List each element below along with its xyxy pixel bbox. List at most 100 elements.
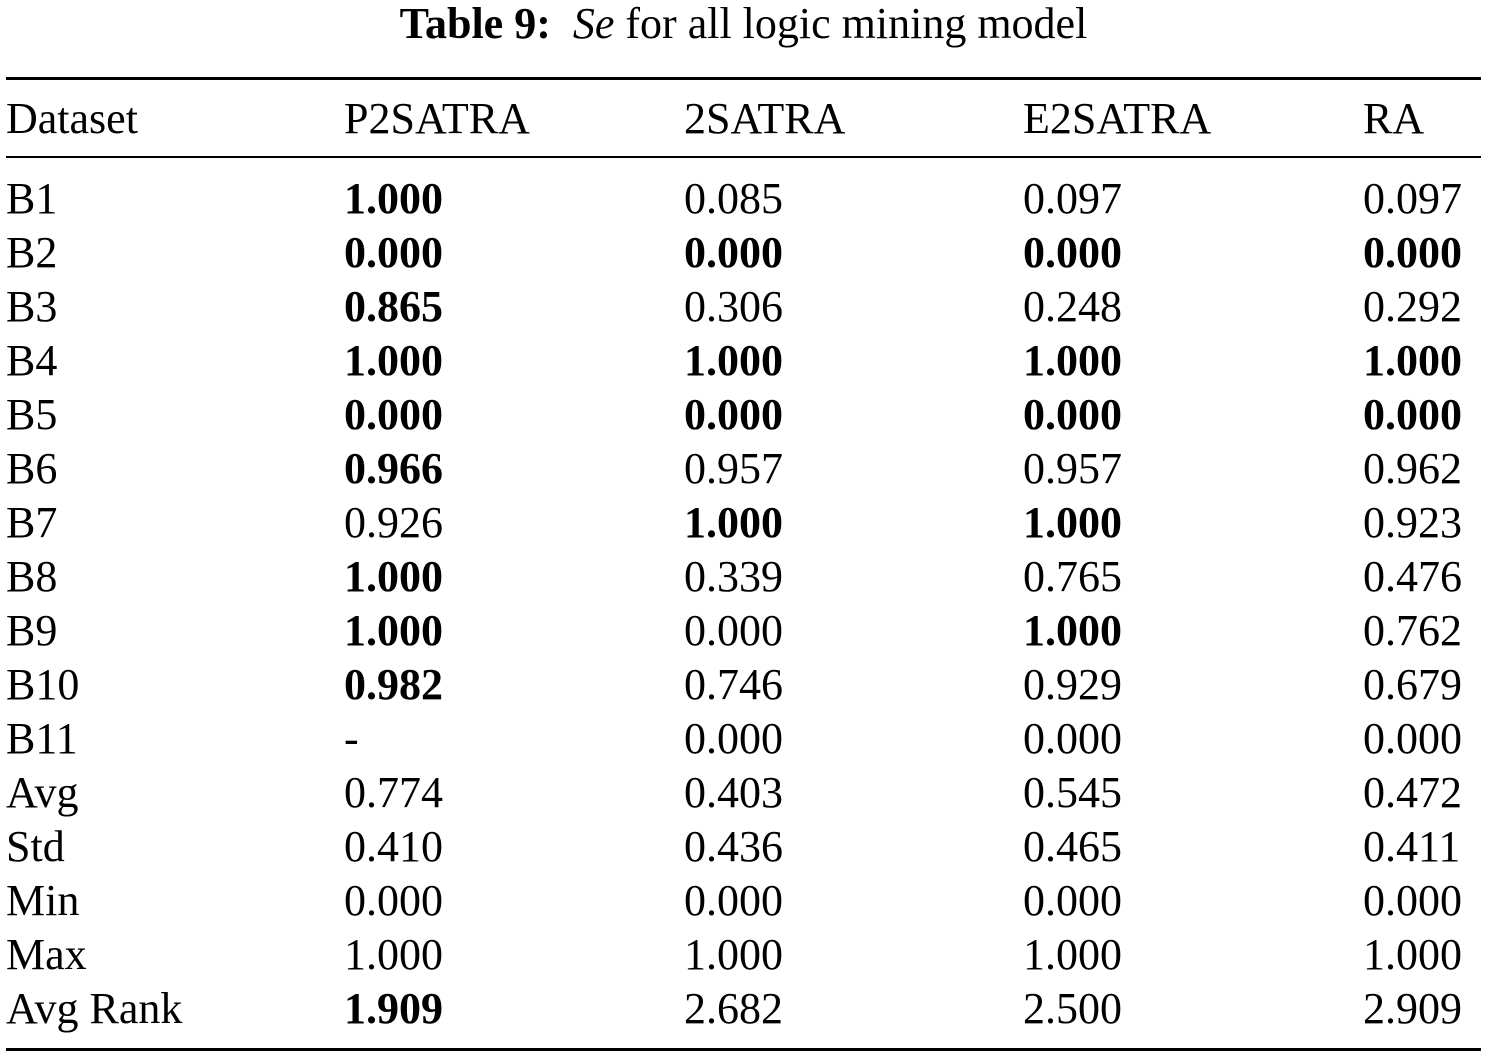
table-cell: 0.248 [1023, 282, 1122, 331]
row-label: B4 [6, 336, 58, 385]
table-cell: 0.957 [684, 444, 783, 493]
row-label: B1 [6, 174, 58, 223]
table-cell: 0.000 [344, 876, 443, 925]
table-row: B1 1.000 0.085 0.097 0.097 [6, 172, 1481, 226]
table-cell: 0.957 [1023, 444, 1122, 493]
table-cell: 0.774 [344, 768, 443, 817]
table-row: B5 0.000 0.000 0.000 0.000 [6, 388, 1481, 442]
caption-text: for all logic mining model [625, 0, 1088, 48]
table-cell: 1.000 [684, 930, 783, 979]
bottom-rule [6, 1048, 1481, 1051]
table-cell: 1.000 [1023, 336, 1122, 385]
table-row: Avg Rank 1.909 2.682 2.500 2.909 [6, 982, 1481, 1036]
table-cell: 0.762 [1363, 606, 1462, 655]
table-row: B8 1.000 0.339 0.765 0.476 [6, 550, 1481, 604]
table-cell: 0.929 [1023, 660, 1122, 709]
table-cell: 0.000 [684, 390, 783, 439]
table-cell: 0.097 [1023, 174, 1122, 223]
row-label: Avg [6, 768, 79, 817]
table-cell: 1.000 [344, 174, 443, 223]
row-label: Std [6, 822, 65, 871]
table-row: B10 0.982 0.746 0.929 0.679 [6, 658, 1481, 712]
table-caption: Table 9: Se for all logic mining model [0, 0, 1487, 52]
row-label: B8 [6, 552, 58, 601]
table-cell: 1.000 [344, 336, 443, 385]
table-cell: 0.000 [1023, 876, 1122, 925]
row-label: Min [6, 876, 80, 925]
table-cell: 0.966 [344, 444, 443, 493]
table-row: Max 1.000 1.000 1.000 1.000 [6, 928, 1481, 982]
table-row: B3 0.865 0.306 0.248 0.292 [6, 280, 1481, 334]
table-cell: 2.682 [684, 984, 783, 1033]
table-cell: 1.000 [344, 552, 443, 601]
table-cell: 1.000 [1023, 606, 1122, 655]
row-label: B9 [6, 606, 58, 655]
table-cell: 1.000 [1363, 930, 1462, 979]
header-e2satra: E2SATRA [1023, 93, 1212, 143]
table-cell: 2.909 [1363, 984, 1462, 1033]
table-cell: 0.000 [684, 714, 783, 763]
table-cell: 0.000 [344, 228, 443, 277]
table-cell: 0.411 [1363, 822, 1461, 871]
row-label: Max [6, 930, 87, 979]
table-row: Std 0.410 0.436 0.465 0.411 [6, 820, 1481, 874]
table-cell: 1.000 [684, 498, 783, 547]
table-row: B2 0.000 0.000 0.000 0.000 [6, 226, 1481, 280]
table-cell: 1.000 [684, 336, 783, 385]
table-cell: 0.000 [1023, 228, 1122, 277]
results-table: Dataset P2SATRA 2SATRA E2SATRA RA B1 1.00… [6, 80, 1481, 1036]
table-row: Avg 0.774 0.403 0.545 0.472 [6, 766, 1481, 820]
table-cell: 1.000 [344, 930, 443, 979]
header-2satra: 2SATRA [684, 93, 846, 143]
table-cell: 0.476 [1363, 552, 1462, 601]
table-row: B11 - 0.000 0.000 0.000 [6, 712, 1481, 766]
table-row: B9 1.000 0.000 1.000 0.762 [6, 604, 1481, 658]
table-cell: 0.982 [344, 660, 443, 709]
row-label: B10 [6, 660, 80, 709]
table-cell: 0.306 [684, 282, 783, 331]
caption-label: Table 9: [399, 0, 551, 48]
table-cell: 0.000 [1023, 714, 1122, 763]
table-cell: 0.465 [1023, 822, 1122, 871]
top-rule [6, 77, 1481, 80]
table-cell: 0.746 [684, 660, 783, 709]
table-cell: 1.000 [1363, 336, 1462, 385]
row-label: B3 [6, 282, 58, 331]
table-cell: 1.909 [344, 984, 443, 1033]
table-body: B1 1.000 0.085 0.097 0.097 B2 0.000 0.000 0.000 0… [6, 172, 1481, 1036]
row-label: B5 [6, 390, 58, 439]
row-label: B7 [6, 498, 58, 547]
table-cell: - [344, 714, 359, 763]
table-cell: 1.000 [1023, 930, 1122, 979]
row-label: Avg Rank [6, 984, 183, 1033]
table-row: B4 1.000 1.000 1.000 1.000 [6, 334, 1481, 388]
header-ra: RA [1363, 93, 1425, 143]
table-cell: 0.000 [1363, 714, 1462, 763]
header-dataset: Dataset [6, 93, 138, 143]
table-cell: 0.545 [1023, 768, 1122, 817]
table-cell: 1.000 [344, 606, 443, 655]
table-cell: 0.765 [1023, 552, 1122, 601]
table-cell: 0.292 [1363, 282, 1462, 331]
table-row: B7 0.926 1.000 1.000 0.923 [6, 496, 1481, 550]
table-row: B6 0.966 0.957 0.957 0.962 [6, 442, 1481, 496]
table-cell: 0.339 [684, 552, 783, 601]
table-cell: 0.085 [684, 174, 783, 223]
table-cell: 0.097 [1363, 174, 1462, 223]
header-rule [6, 156, 1481, 158]
table-cell: 0.926 [344, 498, 443, 547]
table-cell: 0.865 [344, 282, 443, 331]
table-cell: 0.000 [344, 390, 443, 439]
table-cell: 0.000 [1363, 876, 1462, 925]
table-cell: 0.000 [1363, 390, 1462, 439]
table-cell: 0.000 [684, 228, 783, 277]
table-cell: 0.000 [684, 876, 783, 925]
table-cell: 0.410 [344, 822, 443, 871]
table-cell: 0.923 [1363, 498, 1462, 547]
table-cell: 0.962 [1363, 444, 1462, 493]
header-p2satra: P2SATRA [344, 93, 530, 143]
table-cell: 0.000 [1363, 228, 1462, 277]
row-label: B11 [6, 714, 78, 763]
table-cell: 2.500 [1023, 984, 1122, 1033]
caption-symbol: Se [572, 0, 615, 48]
